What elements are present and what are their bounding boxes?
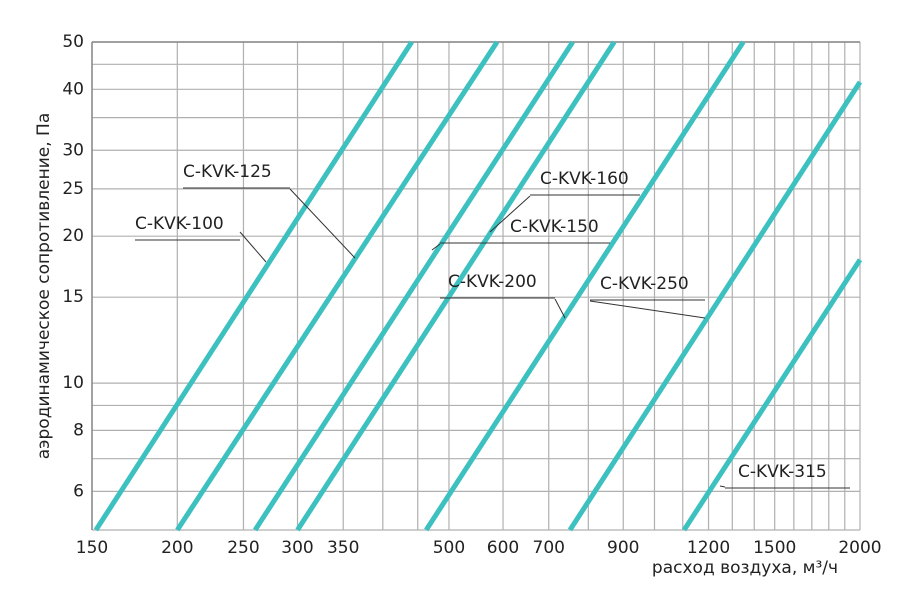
leader-line — [719, 485, 726, 488]
x-tick-label: 700 — [533, 538, 565, 558]
series-line — [252, 40, 575, 532]
y-tick-label: 30 — [62, 140, 84, 160]
leader-line — [554, 298, 566, 319]
series-label: C-KVK-315 — [738, 462, 827, 482]
series-line — [424, 40, 746, 532]
series-line — [681, 258, 863, 532]
x-tick-label: 600 — [487, 538, 519, 558]
x-tick-label: 500 — [433, 538, 465, 558]
y-axis-label: аэродинамическое сопротивление, Па — [34, 113, 54, 460]
series-label: C-KVK-200 — [448, 272, 537, 292]
leader-line — [589, 300, 706, 319]
y-tick-label: 40 — [62, 79, 84, 99]
x-tick-label: 150 — [76, 538, 108, 558]
y-tick-label: 20 — [62, 226, 84, 246]
leader-line — [289, 188, 356, 259]
x-axis-label: расход воздуха, м³/ч — [652, 558, 838, 578]
y-tick-label: 25 — [62, 179, 84, 199]
y-tick-label: 8 — [73, 420, 84, 440]
series-line — [93, 40, 414, 532]
x-tick-label: 2000 — [838, 538, 881, 558]
x-tick-label: 350 — [327, 538, 359, 558]
x-tick-label: 1500 — [753, 538, 796, 558]
series-label: C-KVK-100 — [135, 214, 224, 234]
y-tick-label: 6 — [73, 481, 84, 501]
x-tick-label: 900 — [607, 538, 639, 558]
y-tick-label: 10 — [62, 373, 84, 393]
series-label: C-KVK-250 — [600, 274, 689, 294]
y-tick-label: 15 — [62, 287, 84, 307]
leader-line — [489, 195, 531, 233]
x-tick-label: 300 — [281, 538, 313, 558]
x-tick-label: 200 — [161, 538, 193, 558]
leader-line — [239, 231, 267, 263]
series-label: C-KVK-160 — [540, 169, 629, 189]
leader-line — [431, 243, 441, 251]
x-tick-label: 250 — [227, 538, 259, 558]
x-tick-label: 1200 — [687, 538, 730, 558]
y-tick-label: 50 — [62, 32, 84, 52]
series-label: C-KVK-125 — [183, 162, 272, 182]
series-line — [295, 40, 617, 532]
series-label: C-KVK-150 — [510, 217, 599, 237]
series-line — [567, 80, 863, 532]
series-line — [175, 40, 500, 532]
